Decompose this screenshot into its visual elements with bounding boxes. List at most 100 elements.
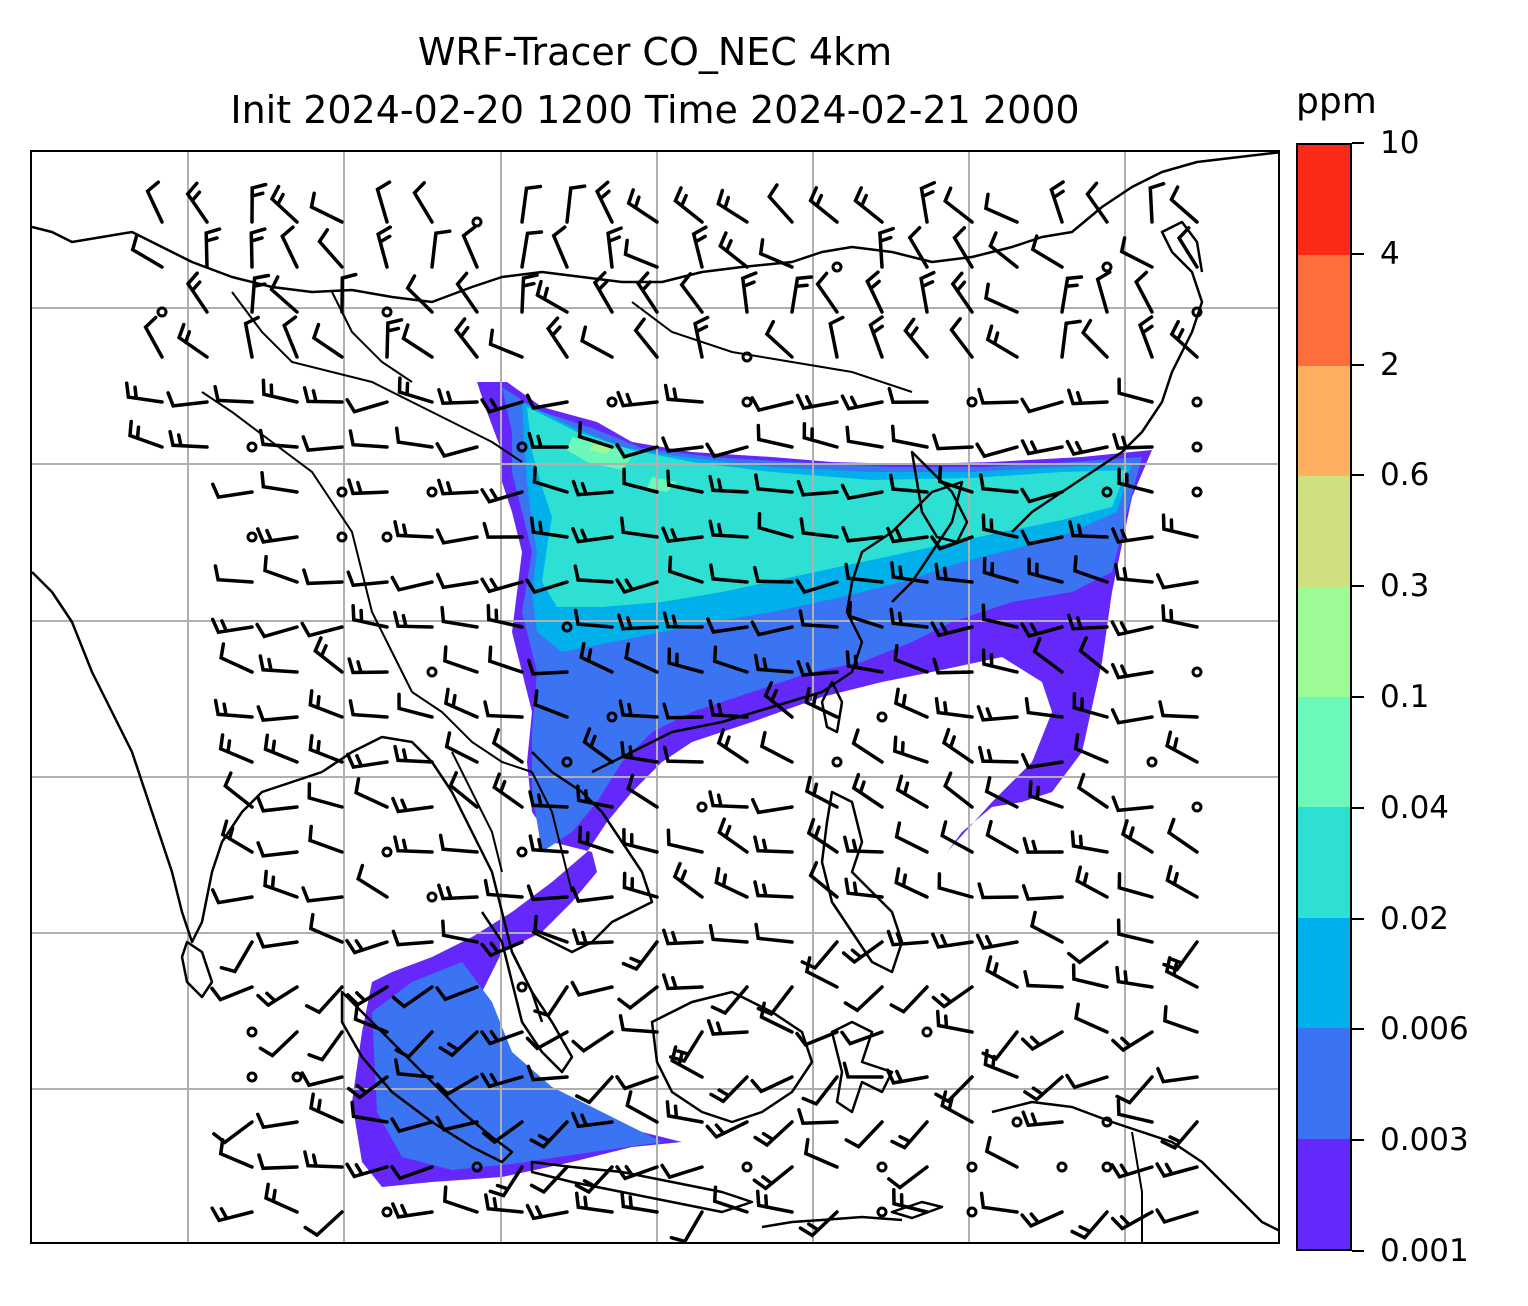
- wind-barb: [1030, 234, 1064, 269]
- wind-barb: [571, 526, 614, 544]
- wind-barb: [430, 229, 452, 269]
- wind-barb: [1067, 388, 1109, 406]
- wind-barb: [1158, 700, 1199, 719]
- wind-barb: [448, 771, 479, 809]
- wind-barb: [843, 835, 884, 854]
- wind-barb: [481, 1120, 524, 1145]
- wind-barb: [661, 436, 704, 453]
- wind-barb: [440, 605, 479, 629]
- coastline-japan: [1011, 220, 1204, 533]
- wind-barb: [1110, 620, 1154, 637]
- calm-wind-marker: [831, 756, 843, 768]
- wind-barb: [576, 784, 614, 809]
- colorbar-tick: [1352, 696, 1364, 698]
- wind-barb: [390, 1164, 434, 1181]
- wind-barb: [878, 226, 895, 269]
- wind-barb: [528, 790, 569, 809]
- wind-barb: [803, 1137, 839, 1169]
- wind-barb: [397, 692, 434, 719]
- coastline-borneo: [650, 990, 814, 1124]
- wind-barb: [714, 866, 749, 899]
- wind-barb: [1024, 696, 1064, 719]
- wind-barb: [282, 315, 299, 359]
- wind-barb: [130, 234, 164, 269]
- wind-barb: [887, 1165, 929, 1190]
- wind-barb: [620, 740, 659, 764]
- wind-barb: [708, 699, 749, 719]
- calm-wind-marker: [1146, 756, 1158, 768]
- wind-barb: [545, 316, 569, 359]
- wind-barb: [1161, 604, 1199, 629]
- wind-barb: [937, 872, 974, 899]
- colorbar-segment: [1298, 144, 1350, 256]
- wind-barb: [579, 641, 614, 674]
- colorbar-tick-label: 0.006: [1380, 1011, 1469, 1048]
- wind-barb: [212, 1120, 254, 1145]
- wind-barb: [795, 578, 839, 595]
- wind-barb: [345, 397, 389, 414]
- wind-barb: [919, 270, 936, 314]
- wind-barb: [790, 275, 814, 314]
- wind-barb: [347, 657, 389, 675]
- wind-barb: [533, 689, 569, 719]
- wind-barb: [795, 393, 839, 411]
- wind-barb: [263, 554, 299, 584]
- wind-barb: [940, 1090, 974, 1124]
- wind-barb: [667, 647, 704, 674]
- wind-barb: [1110, 662, 1154, 680]
- wind-barb: [943, 771, 974, 809]
- wind-barb: [356, 863, 389, 899]
- wind-barb: [889, 985, 929, 1014]
- border-line: [631, 301, 913, 393]
- colorbar-tick: [1352, 1250, 1364, 1252]
- calm-wind-marker: [246, 1026, 258, 1038]
- wind-barb: [1117, 467, 1154, 494]
- wind-barb: [455, 271, 479, 314]
- wind-barb: [185, 271, 209, 314]
- wind-barb: [346, 1075, 389, 1100]
- wind-barb: [390, 575, 434, 592]
- wind-barb: [258, 428, 299, 449]
- wind-barb: [577, 420, 614, 449]
- colorbar-tick-label: 0.1: [1380, 679, 1430, 715]
- wind-barb: [622, 871, 659, 899]
- wind-barb: [441, 919, 479, 944]
- coastline-timor: [890, 1200, 944, 1220]
- wind-barb: [753, 880, 794, 899]
- colorbar-tick-label: 0.001: [1380, 1233, 1469, 1269]
- wind-barb: [1110, 1163, 1154, 1179]
- wind-barb: [705, 1120, 749, 1140]
- wind-barb: [1116, 918, 1154, 944]
- wind-barb: [1073, 733, 1109, 764]
- wind-barb: [626, 773, 659, 809]
- wind-barb: [571, 479, 614, 497]
- wind-barb: [391, 1202, 434, 1219]
- wind-barb: [750, 1075, 794, 1094]
- wind-barb: [752, 1165, 794, 1191]
- wind-barb: [1095, 270, 1112, 314]
- wind-barb: [932, 657, 974, 675]
- wind-barb: [487, 645, 524, 674]
- wind-barb: [620, 1190, 659, 1214]
- wind-barb: [626, 188, 659, 224]
- wind-barb: [709, 563, 749, 584]
- wind-barb: [1111, 1030, 1154, 1053]
- colorbar-unit-label: ppm: [1296, 81, 1377, 122]
- wind-barb: [256, 1112, 299, 1130]
- wind-barb: [443, 645, 479, 674]
- calm-wind-marker: [246, 1071, 258, 1083]
- wind-barb: [213, 564, 254, 584]
- wind-barb: [618, 1014, 659, 1034]
- wind-barb: [753, 835, 794, 854]
- wind-barb: [437, 388, 479, 405]
- colorbar-tick-label: 4: [1380, 235, 1400, 272]
- wind-barb: [623, 238, 659, 269]
- wind-barb: [950, 271, 974, 314]
- plume-band-002: [527, 407, 1127, 607]
- wind-barb: [592, 270, 614, 314]
- wind-barb: [615, 1075, 659, 1091]
- wind-barb: [309, 1092, 344, 1124]
- wind-barb: [615, 1164, 659, 1181]
- wind-barb: [763, 681, 794, 719]
- calm-wind-marker: [561, 621, 573, 633]
